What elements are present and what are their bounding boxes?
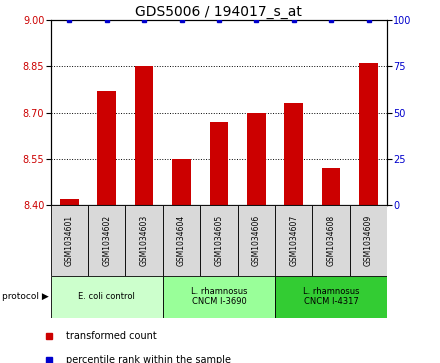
Bar: [312, 205, 350, 276]
Bar: [209, 122, 228, 205]
Text: transformed count: transformed count: [66, 331, 157, 341]
Bar: [125, 205, 163, 276]
Text: E. coli control: E. coli control: [78, 292, 135, 301]
Text: L. rhamnosus
CNCM I-3690: L. rhamnosus CNCM I-3690: [191, 287, 247, 306]
Bar: [247, 113, 266, 205]
Bar: [275, 276, 387, 318]
Bar: [284, 103, 303, 205]
Bar: [359, 63, 378, 205]
Bar: [97, 91, 116, 205]
Bar: [163, 276, 275, 318]
Text: GSM1034602: GSM1034602: [102, 215, 111, 266]
Bar: [88, 205, 125, 276]
Text: L. rhamnosus
CNCM I-4317: L. rhamnosus CNCM I-4317: [303, 287, 359, 306]
Text: GSM1034605: GSM1034605: [214, 215, 224, 266]
Text: GSM1034609: GSM1034609: [364, 215, 373, 266]
Text: GSM1034606: GSM1034606: [252, 215, 261, 266]
Text: GSM1034604: GSM1034604: [177, 215, 186, 266]
Bar: [350, 205, 387, 276]
Text: GSM1034601: GSM1034601: [65, 215, 74, 266]
Bar: [172, 159, 191, 205]
Text: protocol ▶: protocol ▶: [2, 292, 49, 301]
Bar: [275, 205, 312, 276]
Bar: [200, 205, 238, 276]
Bar: [135, 66, 154, 205]
Bar: [163, 205, 200, 276]
Bar: [322, 168, 341, 205]
Text: percentile rank within the sample: percentile rank within the sample: [66, 355, 231, 363]
Text: GSM1034607: GSM1034607: [289, 215, 298, 266]
Text: GSM1034608: GSM1034608: [326, 215, 336, 266]
Bar: [238, 205, 275, 276]
Title: GDS5006 / 194017_s_at: GDS5006 / 194017_s_at: [136, 5, 302, 19]
Bar: [60, 199, 79, 205]
Text: GSM1034603: GSM1034603: [139, 215, 149, 266]
Bar: [51, 205, 88, 276]
Bar: [51, 276, 163, 318]
